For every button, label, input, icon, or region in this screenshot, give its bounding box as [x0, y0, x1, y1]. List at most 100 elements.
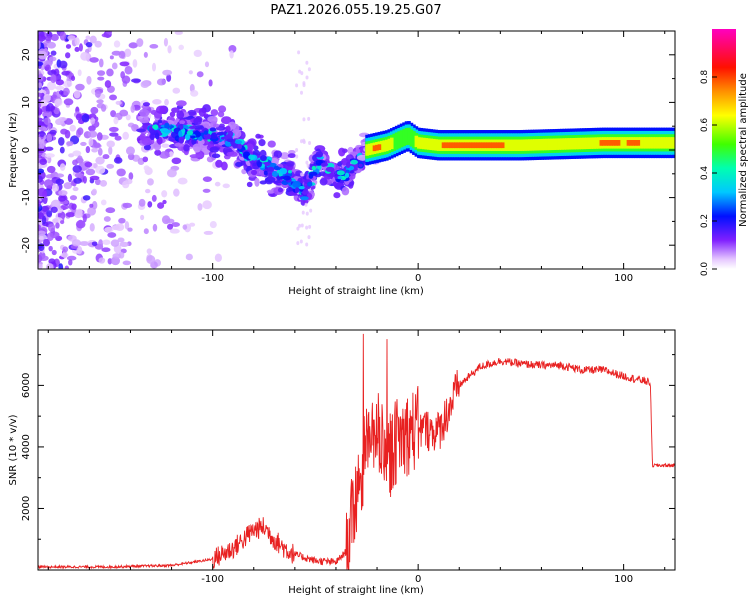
spectrogram-noise-cell [63, 182, 73, 190]
spectrogram-noise-cell [55, 222, 60, 229]
spectrogram-band-cell [478, 142, 483, 149]
spectrogram-noise-cell [47, 232, 54, 241]
spectrogram-noise-cell [43, 179, 54, 188]
spectrogram-noise-cell [214, 181, 221, 187]
spectrogram-noise-cell [125, 114, 131, 121]
snr-x-tick-label: 100 [614, 574, 633, 585]
spectrogram-halo-cell [279, 152, 290, 160]
spectrogram-band-cell [601, 140, 606, 146]
spectrogram-core-cell [263, 170, 268, 176]
spectrogram-halo-cell [174, 142, 183, 147]
spectrogram-noise-cell [109, 94, 117, 101]
spectrogram-noise-cell [172, 87, 181, 94]
spectrogram-noise-cell [72, 150, 82, 157]
spectrogram-core-cell [332, 181, 337, 187]
spectrogram-band-cell [402, 129, 406, 147]
spectrogram-halo-cell [246, 181, 253, 188]
spectrogram-noise-cell [74, 46, 80, 52]
spectrogram-halo-cell [189, 154, 201, 159]
spectrogram-band-cell [577, 137, 581, 150]
spectrogram-noise-cell [84, 161, 93, 168]
spectrogram-noise-cell [151, 194, 157, 202]
spectrogram-band-cell [510, 139, 515, 151]
spectrogram-band-cell [481, 142, 485, 149]
spectrogram-band-cell [385, 139, 389, 152]
spectrogram-band-cell [483, 142, 488, 149]
spectrogram-band-cell [629, 140, 633, 146]
spectrogram-band-cell [488, 142, 493, 149]
spectrogram-noise-cell [89, 35, 97, 44]
spectrogram-band-cell [495, 142, 500, 149]
spectrogram-halo-cell [258, 139, 266, 147]
spectrogram-core-cell [203, 133, 211, 140]
spectrogram-noise-cell [59, 163, 66, 171]
spectrogram-noise-cell [91, 201, 98, 210]
spectrogram-noise-cell [128, 42, 138, 49]
spectrogram-band-cell [431, 138, 436, 151]
spectrogram-streak-cell [305, 60, 309, 65]
spectrogram-noise-cell [38, 73, 44, 82]
spectrogram-band-cell [493, 142, 498, 149]
spectrogram-core-cell [216, 132, 224, 136]
spectrogram-halo-cell [252, 145, 259, 151]
spectrogram-band-cell [458, 142, 463, 149]
spectrogram-noise-cell [189, 222, 196, 227]
spectrogram-noise-cell [96, 99, 104, 104]
spectrogram-noise-cell [42, 238, 51, 247]
spectrogram-noise-cell [145, 188, 151, 194]
spectrogram-noise-cell [89, 203, 94, 208]
spectrogram-noise-cell [46, 210, 53, 218]
spectrogram-noise-cell [101, 33, 110, 38]
spectrogram-noise-cell [113, 156, 123, 164]
spectrogram-core-cell [271, 170, 279, 177]
spectrogram-noise-cell [71, 239, 82, 247]
colorbar-tick-label: 0.4 [700, 166, 710, 181]
colorbar-label: Normalized spectral amplitude [738, 73, 749, 227]
spectrogram-streak-cell [300, 172, 304, 177]
spectrogram-core-cell [292, 180, 301, 188]
spectrogram-noise-cell [50, 74, 57, 84]
spectrogram-noise-cell [203, 230, 214, 235]
spectrogram-band-cell [560, 138, 564, 150]
spectrogram-noise-cell [140, 214, 145, 221]
spectrogram-core-cell [152, 124, 159, 130]
spectrogram-noise-cell [44, 153, 55, 158]
spectrogram-band-cell [387, 138, 392, 151]
spectrogram-band-cell [626, 140, 631, 146]
spectrogram-noise-cell [75, 83, 85, 91]
spectrogram-noise-cell [38, 107, 43, 116]
spectrogram-noise-cell [38, 199, 42, 208]
spectrogram-band-cell [525, 139, 530, 151]
spectrogram-band-cell [449, 142, 453, 149]
spectrogram-band-cell [456, 142, 461, 149]
spectrogram-core-cell [267, 166, 275, 172]
spectrogram-band-cell [668, 137, 673, 149]
spectrogram-band-cell [518, 139, 522, 151]
spectrogram-halo-cell [265, 176, 276, 183]
spectrogram-halo-cell [175, 100, 187, 107]
spectrogram-x-tick-label: 100 [614, 273, 633, 284]
spectrogram-streak-cell [295, 148, 299, 153]
spectrogram-noise-cell [102, 154, 110, 160]
spectrogram-y-tick-label: -20 [21, 237, 32, 253]
spectrogram-core-cell [179, 123, 184, 130]
spectrogram-noise-cell [102, 239, 111, 245]
spectrogram-halo-cell [193, 117, 202, 126]
spectrogram-noise-cell [38, 126, 47, 131]
spectrogram-halo-cell [210, 109, 219, 116]
spectrogram-band-cell [471, 142, 475, 149]
spectrogram-band-cell [648, 137, 653, 149]
spectrogram-noise-cell [55, 178, 65, 185]
spectrogram-band-cell [666, 137, 670, 149]
spectrogram-noise-cell [74, 172, 83, 179]
spectrogram-noise-cell [59, 60, 68, 69]
spectrogram-noise-cell [75, 113, 83, 121]
spectrogram-halo-cell [220, 116, 232, 125]
spectrogram-noise-cell [38, 82, 43, 89]
spectrogram-noise-cell [50, 206, 58, 213]
spectrogram-band-cell [643, 137, 648, 149]
spectrogram-band-cell [661, 137, 665, 149]
spectrogram-halo-cell [217, 111, 225, 118]
spectrogram-noise-cell [73, 177, 82, 184]
